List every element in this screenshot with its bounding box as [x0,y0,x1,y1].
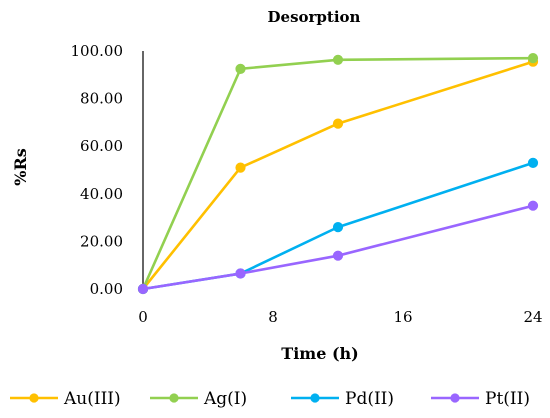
y-axis-title: %Rs [11,148,30,186]
legend-item: Ag(I) [150,389,247,409]
series-line [142,204,534,291]
legend-item: Au(III) [10,389,121,409]
data-point [235,63,246,74]
x-axis-ticks: 0 8 16 24 [138,308,542,326]
legend-label: Ag(I) [203,389,247,409]
y-tick-label: 60.00 [80,137,123,155]
series-line [141,60,534,290]
chart-title: Desorption [268,8,361,26]
y-tick-label: 20.00 [80,232,123,250]
x-axis-title: Time (h) [281,344,358,363]
y-tick-label: 40.00 [80,185,123,203]
x-tick-label: 8 [268,308,278,326]
series-Pt(II) [137,200,539,295]
legend-marker [169,393,179,403]
legend-marker [29,393,39,403]
series-Pd(II) [137,157,539,295]
series-layer [137,53,539,295]
legend: Au(III) Ag(I) Pd(II) Pt(II) [10,389,530,409]
data-point [235,162,246,173]
data-point [527,157,539,168]
legend-item: Pd(II) [291,389,394,409]
legend-label: Au(III) [63,389,121,409]
y-tick-label: 0.00 [90,280,123,298]
data-point [332,250,344,261]
legend-item: Pt(II) [431,389,530,409]
legend-marker [310,393,320,403]
data-point [235,268,246,279]
data-point [332,118,344,129]
y-axis-ticks: 0.00 20.00 40.00 60.00 80.00 100.00 [71,42,124,298]
data-point [527,53,539,64]
data-point [332,222,344,233]
legend-label: Pt(II) [485,389,530,409]
data-point [137,283,149,295]
y-tick-label: 80.00 [80,90,123,108]
x-tick-label: 16 [393,308,412,326]
x-tick-label: 24 [523,308,542,326]
data-point [527,200,539,211]
data-point [332,54,344,65]
legend-label: Pd(II) [345,389,394,409]
y-tick-label: 100.00 [71,42,124,60]
legend-marker [450,393,460,403]
series-line [141,56,534,290]
x-tick-label: 0 [138,308,148,326]
